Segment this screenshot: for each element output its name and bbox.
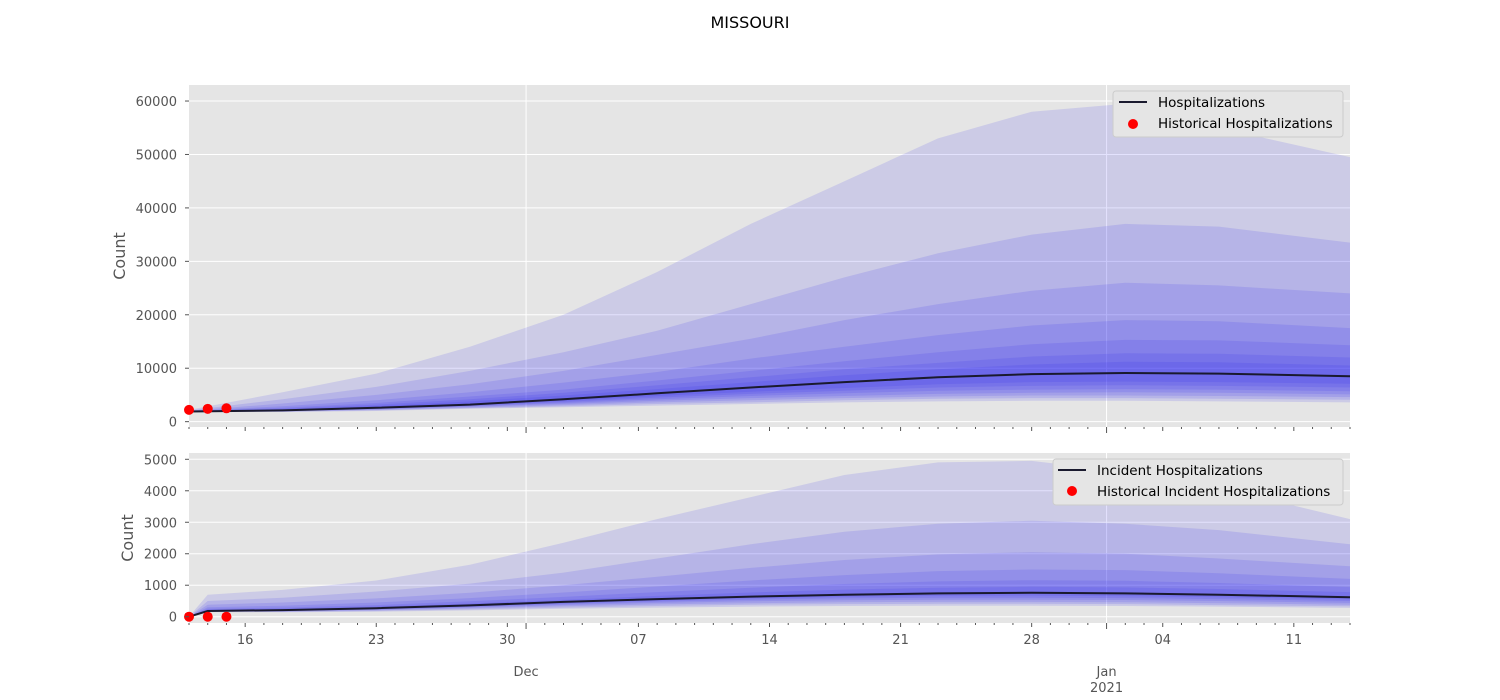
plot-background bbox=[189, 85, 1350, 427]
hospitalizations-panel: 0 10000 20000 30000 40000 50000 60000 Count Ho… bbox=[110, 85, 1351, 433]
x-tick-label: 14 bbox=[761, 633, 778, 648]
y-tick-label: 60000 bbox=[136, 95, 177, 110]
historical-point bbox=[221, 611, 232, 622]
uncertainty-band bbox=[189, 353, 1350, 412]
legend-box bbox=[1052, 458, 1344, 506]
legend-label-historical: Historical Hospitalizations bbox=[1158, 116, 1333, 132]
y-tick-label: 30000 bbox=[136, 255, 177, 270]
legend: Incident Hospitalizations Historical Inc… bbox=[1052, 458, 1344, 506]
legend-point-swatch bbox=[1128, 119, 1138, 129]
x-major-tick-label: Jan 2021 bbox=[1090, 665, 1123, 696]
historical-point bbox=[184, 404, 194, 415]
legend-label-incident: Incident Hospitalizations bbox=[1097, 463, 1263, 479]
legend-point-swatch bbox=[1067, 486, 1077, 496]
x-tick-labels: 16 23 30 07 14 21 28 04 11 Dec Jan 2021 bbox=[237, 633, 1302, 696]
x-tick-marks bbox=[188, 427, 1351, 433]
y-tick-label: 5000 bbox=[144, 453, 177, 468]
y-tick-label: 20000 bbox=[136, 309, 177, 324]
uncertainty-band bbox=[189, 320, 1350, 412]
uncertainty-band bbox=[189, 586, 1350, 617]
y-tick-labels: 0 1000 2000 3000 4000 5000 bbox=[144, 453, 189, 626]
uncertainty-band bbox=[189, 339, 1350, 412]
figure-title: MISSOURI bbox=[711, 13, 790, 32]
uncertainty-band bbox=[189, 282, 1350, 412]
gridlines bbox=[189, 453, 1350, 623]
median-line bbox=[188, 371, 1351, 413]
x-tick-label: 04 bbox=[1154, 633, 1171, 648]
uncertainty-band bbox=[189, 552, 1350, 617]
x-major-tick-label: Dec bbox=[513, 665, 538, 680]
y-tick-labels: 0 10000 20000 30000 40000 50000 60000 bbox=[136, 95, 189, 431]
historical-point bbox=[221, 403, 232, 414]
historical-points bbox=[184, 403, 232, 415]
x-tick-label: 30 bbox=[499, 633, 516, 648]
x-tick-marks bbox=[188, 623, 1351, 629]
median-line bbox=[188, 591, 1351, 618]
historical-point bbox=[202, 611, 213, 622]
uncertainty-band bbox=[189, 223, 1350, 412]
y-tick-label: 3000 bbox=[144, 516, 177, 531]
y-axis-label: Count bbox=[118, 514, 137, 562]
x-tick-label: 11 bbox=[1286, 633, 1303, 648]
x-tick-label: 21 bbox=[892, 633, 909, 648]
legend-label-historical-incident: Historical Incident Hospitalizations bbox=[1097, 484, 1330, 500]
uncertainty-band bbox=[189, 580, 1350, 617]
x-tick-label: 23 bbox=[368, 633, 385, 648]
y-tick-label: 1000 bbox=[144, 579, 177, 594]
historical-points bbox=[184, 611, 232, 622]
x-tick-label: 07 bbox=[630, 633, 647, 648]
legend-label-hospitalizations: Hospitalizations bbox=[1158, 95, 1265, 111]
x-tick-label: 28 bbox=[1023, 633, 1040, 648]
legend: Hospitalizations Historical Hospitalizat… bbox=[1112, 90, 1344, 138]
legend-box bbox=[1112, 90, 1344, 138]
y-tick-label: 2000 bbox=[144, 548, 177, 563]
incident-hospitalizations-panel: 0 1000 2000 3000 4000 5000 Count Incident Hos… bbox=[118, 453, 1351, 696]
y-tick-label: 0 bbox=[169, 611, 177, 626]
y-axis-label: Count bbox=[110, 232, 129, 280]
x-tick-label: 16 bbox=[237, 633, 254, 648]
uncertainty-band bbox=[189, 103, 1350, 412]
y-tick-label: 4000 bbox=[144, 485, 177, 500]
y-tick-label: 40000 bbox=[136, 202, 177, 217]
y-tick-label: 10000 bbox=[136, 362, 177, 377]
y-tick-label: 50000 bbox=[136, 148, 177, 163]
historical-point bbox=[202, 403, 213, 414]
y-tick-label: 0 bbox=[169, 416, 177, 431]
